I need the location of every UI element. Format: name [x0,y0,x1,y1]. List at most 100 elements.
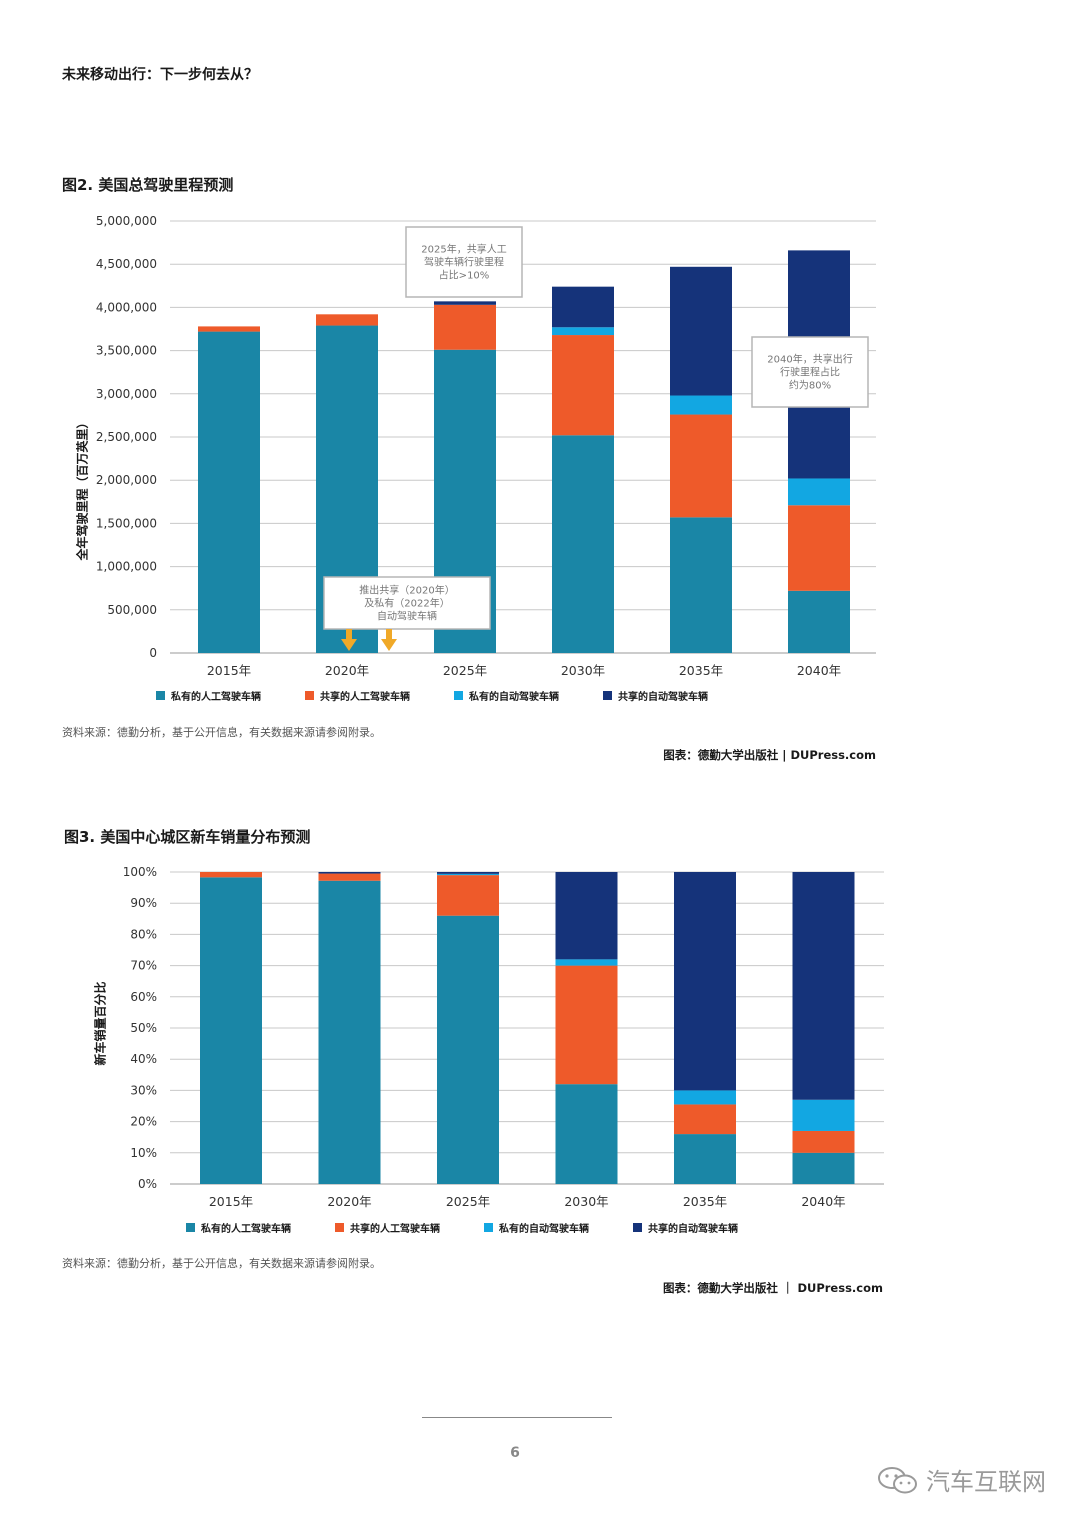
x-tick-label: 2015年 [209,1194,253,1209]
x-tick-label: 2035年 [683,1194,727,1209]
bar-segment [555,959,618,966]
y-tick-label: 1,500,000 [96,516,157,530]
footer-divider [422,1417,612,1418]
annotation-text: 2040年，共享出行 [767,353,852,366]
bar-segment [670,414,732,518]
bar-segment [555,965,618,1085]
y-tick-label: 3,500,000 [96,344,157,358]
bar-segment [437,915,499,1184]
annotation-text: 及私有（2022年） [364,597,449,610]
fig3-source: 资料来源：德勤分析，基于公开信息，有关数据来源请参阅附录。 [62,1257,381,1270]
fig2-bars [198,250,850,653]
bar-segment [316,314,378,326]
fig2-gridlines [170,220,876,654]
y-tick-label: 50% [130,1021,157,1035]
bar-segment [792,1130,855,1153]
legend-label: 共享的人工驾驶车辆 [350,1224,440,1235]
legend-swatch [484,1223,493,1232]
x-tick-label: 2035年 [679,663,723,678]
bar-segment [318,880,381,1184]
y-tick-label: 10% [130,1146,157,1160]
annotation-text: 2025年，共享人工 [421,243,506,256]
y-tick-label: 100% [123,865,157,879]
fig3-x-tick-labels: 2015年 2020年 2025年 2030年 2035年 2040年 [209,1194,846,1209]
annotation-text: 约为80% [789,379,831,392]
legend-item: 共享的自动驾驶车辆 [603,688,708,703]
legend-swatch [186,1223,195,1232]
fig3-bars [200,872,855,1184]
bar-segment [198,326,260,332]
fig2-source: 资料来源：德勤分析，基于公开信息，有关数据来源请参阅附录。 [62,726,381,739]
y-tick-label: 0% [138,1177,157,1191]
bar-segment [434,304,496,350]
annotation-text: 推出共享（2020年） [359,584,454,597]
bar-segment [674,872,736,1091]
bar-segment [792,872,855,1100]
legend-label: 私有的自动驾驶车辆 [499,1224,589,1235]
legend-label: 私有的人工驾驶车辆 [171,692,261,703]
fig2-chart: 0 500,000 1,000,000 1,500,000 2,000,000 2,500… [96,214,876,678]
bar-segment [434,301,496,305]
watermark-text: 汽车互联网 [926,1468,1046,1496]
y-tick-label: 5,000,000 [96,214,157,228]
annotation-text: 自动驾驶车辆 [377,610,437,623]
y-tick-label: 4,500,000 [96,257,157,271]
annotation-text: 占比>10% [439,269,490,282]
bar-segment [670,517,732,653]
legend-swatch [305,691,314,700]
bar-segment [437,873,499,876]
bar-segment [318,872,381,874]
legend-item: 私有的人工驾驶车辆 [186,1220,291,1235]
legend-item: 共享的人工驾驶车辆 [335,1220,440,1235]
fig3-chart: 0%10%20%30%40%50%60%70%80%90%100% 2015年 2… [123,865,884,1209]
y-tick-label: 80% [130,927,157,941]
y-tick-label: 90% [130,896,157,910]
x-tick-label: 2030年 [561,663,605,678]
x-tick-label: 2040年 [797,663,841,678]
legend-item: 私有的自动驾驶车辆 [454,688,559,703]
bar-segment [437,875,499,916]
bar-segment [437,872,499,874]
annotation-box [405,226,523,298]
bar-segment [552,286,614,328]
fig2-x-tick-labels: 2015年 2020年 2025年 2030年 2035年 2040年 [207,663,841,678]
bar-segment [555,1084,618,1184]
bar-segment [788,478,850,506]
x-tick-label: 2020年 [327,1194,371,1209]
legend-swatch [156,691,165,700]
legend-swatch [633,1223,642,1232]
bar-segment [318,873,381,881]
legend-item: 私有的自动驾驶车辆 [484,1220,589,1235]
y-tick-label: 40% [130,1052,157,1066]
bar-segment [552,335,614,436]
annotation-text: 行驶里程占比 [780,366,840,379]
legend-item: 共享的自动驾驶车辆 [633,1220,738,1235]
bar-segment [670,395,732,415]
annotation-box [323,576,491,630]
fig2-title: 图2. 美国总驾驶里程预测 [62,176,234,194]
legend-label: 共享的人工驾驶车辆 [320,692,410,703]
y-tick-label: 4,000,000 [96,300,157,314]
fig2-credit: 图表：德勤大学出版社 | DUPress.com [663,748,876,762]
fig3-gridlines [170,871,884,1185]
y-tick-label: 2,500,000 [96,430,157,444]
y-tick-label: 0 [149,646,157,660]
legend-item: 共享的人工驾驶车辆 [305,688,410,703]
down-arrow-icon [341,629,357,651]
y-tick-label: 70% [130,959,157,973]
y-tick-label: 2,000,000 [96,473,157,487]
x-tick-label: 2025年 [443,663,487,678]
legend-swatch [335,1223,344,1232]
y-tick-label: 1,000,000 [96,560,157,574]
x-tick-label: 2015年 [207,663,251,678]
y-tick-label: 30% [130,1083,157,1097]
x-tick-label: 2030年 [564,1194,608,1209]
bar-segment [788,505,850,591]
legend-label: 私有的自动驾驶车辆 [469,692,559,703]
legend-item: 私有的人工驾驶车辆 [156,688,261,703]
legend-label: 共享的自动驾驶车辆 [648,1224,738,1235]
bar-segment [792,1152,855,1184]
annotation-box [751,336,869,408]
bar-segment [670,266,732,396]
bar-segment [555,872,618,960]
